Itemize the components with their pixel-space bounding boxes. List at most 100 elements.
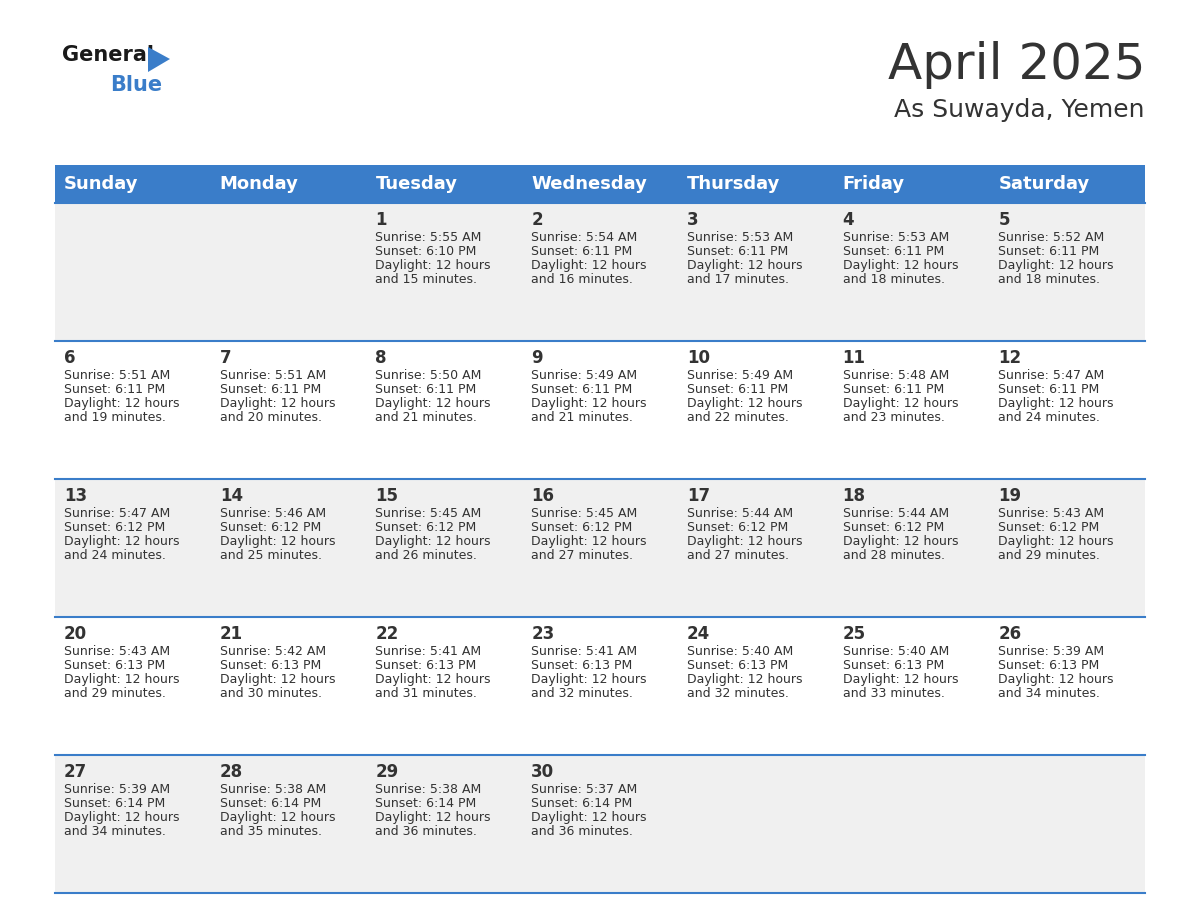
Text: and 27 minutes.: and 27 minutes.: [687, 549, 789, 562]
Text: and 16 minutes.: and 16 minutes.: [531, 273, 633, 286]
Text: Daylight: 12 hours: Daylight: 12 hours: [998, 673, 1114, 686]
Text: Sunset: 6:11 PM: Sunset: 6:11 PM: [687, 245, 788, 258]
Text: Sunrise: 5:45 AM: Sunrise: 5:45 AM: [531, 507, 638, 520]
Text: Sunset: 6:11 PM: Sunset: 6:11 PM: [687, 383, 788, 396]
Text: April 2025: April 2025: [887, 41, 1145, 89]
Text: Sunrise: 5:51 AM: Sunrise: 5:51 AM: [220, 369, 326, 382]
Text: and 29 minutes.: and 29 minutes.: [998, 549, 1100, 562]
Text: Sunset: 6:12 PM: Sunset: 6:12 PM: [998, 521, 1100, 534]
Text: Sunset: 6:13 PM: Sunset: 6:13 PM: [375, 659, 476, 672]
Text: Sunrise: 5:53 AM: Sunrise: 5:53 AM: [687, 231, 794, 244]
Polygon shape: [148, 47, 170, 72]
Text: and 27 minutes.: and 27 minutes.: [531, 549, 633, 562]
Text: and 31 minutes.: and 31 minutes.: [375, 687, 478, 700]
Text: and 26 minutes.: and 26 minutes.: [375, 549, 478, 562]
Text: Daylight: 12 hours: Daylight: 12 hours: [998, 535, 1114, 548]
Text: Sunrise: 5:52 AM: Sunrise: 5:52 AM: [998, 231, 1105, 244]
Text: 15: 15: [375, 487, 398, 505]
Text: General: General: [62, 45, 154, 65]
Text: Sunrise: 5:47 AM: Sunrise: 5:47 AM: [998, 369, 1105, 382]
Text: Sunset: 6:11 PM: Sunset: 6:11 PM: [998, 383, 1100, 396]
Text: Daylight: 12 hours: Daylight: 12 hours: [64, 811, 179, 824]
Text: Sunrise: 5:44 AM: Sunrise: 5:44 AM: [842, 507, 949, 520]
Text: Sunrise: 5:55 AM: Sunrise: 5:55 AM: [375, 231, 482, 244]
Text: and 24 minutes.: and 24 minutes.: [64, 549, 166, 562]
Text: Sunset: 6:11 PM: Sunset: 6:11 PM: [531, 383, 632, 396]
Text: Sunset: 6:12 PM: Sunset: 6:12 PM: [687, 521, 788, 534]
Text: Sunrise: 5:40 AM: Sunrise: 5:40 AM: [842, 645, 949, 658]
Text: Sunset: 6:14 PM: Sunset: 6:14 PM: [531, 797, 632, 810]
Text: 23: 23: [531, 625, 555, 643]
Text: Sunrise: 5:38 AM: Sunrise: 5:38 AM: [220, 783, 326, 796]
Text: 16: 16: [531, 487, 554, 505]
Text: and 15 minutes.: and 15 minutes.: [375, 273, 478, 286]
Text: and 19 minutes.: and 19 minutes.: [64, 411, 166, 424]
Text: Sunrise: 5:42 AM: Sunrise: 5:42 AM: [220, 645, 326, 658]
Text: Sunset: 6:13 PM: Sunset: 6:13 PM: [220, 659, 321, 672]
Text: and 35 minutes.: and 35 minutes.: [220, 825, 322, 838]
Text: Daylight: 12 hours: Daylight: 12 hours: [842, 397, 958, 410]
Text: Sunset: 6:13 PM: Sunset: 6:13 PM: [531, 659, 632, 672]
Text: Saturday: Saturday: [998, 175, 1089, 193]
Text: Daylight: 12 hours: Daylight: 12 hours: [375, 259, 491, 272]
Text: Daylight: 12 hours: Daylight: 12 hours: [220, 397, 335, 410]
Text: Daylight: 12 hours: Daylight: 12 hours: [998, 397, 1114, 410]
Text: 25: 25: [842, 625, 866, 643]
Text: Sunset: 6:10 PM: Sunset: 6:10 PM: [375, 245, 476, 258]
Text: Sunrise: 5:44 AM: Sunrise: 5:44 AM: [687, 507, 792, 520]
Text: Sunrise: 5:39 AM: Sunrise: 5:39 AM: [998, 645, 1105, 658]
Text: 3: 3: [687, 211, 699, 229]
Text: Sunrise: 5:47 AM: Sunrise: 5:47 AM: [64, 507, 170, 520]
Text: Daylight: 12 hours: Daylight: 12 hours: [842, 259, 958, 272]
Text: Daylight: 12 hours: Daylight: 12 hours: [687, 673, 802, 686]
Bar: [366, 165, 523, 203]
Text: Thursday: Thursday: [687, 175, 781, 193]
Text: and 18 minutes.: and 18 minutes.: [842, 273, 944, 286]
Text: Daylight: 12 hours: Daylight: 12 hours: [375, 673, 491, 686]
Bar: [55, 479, 1145, 617]
Text: and 23 minutes.: and 23 minutes.: [842, 411, 944, 424]
Text: Sunrise: 5:51 AM: Sunrise: 5:51 AM: [64, 369, 170, 382]
Text: 12: 12: [998, 349, 1022, 367]
Text: and 17 minutes.: and 17 minutes.: [687, 273, 789, 286]
Text: 29: 29: [375, 763, 399, 781]
Text: Sunset: 6:13 PM: Sunset: 6:13 PM: [687, 659, 788, 672]
Text: 17: 17: [687, 487, 710, 505]
Text: 1: 1: [375, 211, 387, 229]
Text: Daylight: 12 hours: Daylight: 12 hours: [842, 535, 958, 548]
Text: Sunrise: 5:41 AM: Sunrise: 5:41 AM: [531, 645, 637, 658]
Bar: [55, 203, 1145, 341]
Text: and 34 minutes.: and 34 minutes.: [64, 825, 166, 838]
Text: Daylight: 12 hours: Daylight: 12 hours: [64, 673, 179, 686]
Text: Sunrise: 5:48 AM: Sunrise: 5:48 AM: [842, 369, 949, 382]
Text: Sunrise: 5:50 AM: Sunrise: 5:50 AM: [375, 369, 482, 382]
Text: and 28 minutes.: and 28 minutes.: [842, 549, 944, 562]
Text: 14: 14: [220, 487, 242, 505]
Text: 10: 10: [687, 349, 710, 367]
Text: 5: 5: [998, 211, 1010, 229]
Text: 9: 9: [531, 349, 543, 367]
Text: 18: 18: [842, 487, 866, 505]
Text: Daylight: 12 hours: Daylight: 12 hours: [375, 811, 491, 824]
Text: and 22 minutes.: and 22 minutes.: [687, 411, 789, 424]
Text: Sunset: 6:14 PM: Sunset: 6:14 PM: [64, 797, 165, 810]
Bar: [55, 755, 1145, 893]
Text: Sunset: 6:11 PM: Sunset: 6:11 PM: [998, 245, 1100, 258]
Text: Daylight: 12 hours: Daylight: 12 hours: [64, 397, 179, 410]
Text: Sunrise: 5:40 AM: Sunrise: 5:40 AM: [687, 645, 794, 658]
Text: Daylight: 12 hours: Daylight: 12 hours: [375, 397, 491, 410]
Text: and 36 minutes.: and 36 minutes.: [531, 825, 633, 838]
Text: and 32 minutes.: and 32 minutes.: [687, 687, 789, 700]
Text: and 34 minutes.: and 34 minutes.: [998, 687, 1100, 700]
Text: Sunrise: 5:43 AM: Sunrise: 5:43 AM: [998, 507, 1105, 520]
Text: Sunset: 6:13 PM: Sunset: 6:13 PM: [998, 659, 1100, 672]
Text: Daylight: 12 hours: Daylight: 12 hours: [531, 397, 646, 410]
Text: Monday: Monday: [220, 175, 298, 193]
Text: 6: 6: [64, 349, 76, 367]
Text: Sunset: 6:14 PM: Sunset: 6:14 PM: [220, 797, 321, 810]
Text: and 20 minutes.: and 20 minutes.: [220, 411, 322, 424]
Text: Sunrise: 5:37 AM: Sunrise: 5:37 AM: [531, 783, 638, 796]
Text: Sunset: 6:11 PM: Sunset: 6:11 PM: [531, 245, 632, 258]
Text: and 24 minutes.: and 24 minutes.: [998, 411, 1100, 424]
Text: 26: 26: [998, 625, 1022, 643]
